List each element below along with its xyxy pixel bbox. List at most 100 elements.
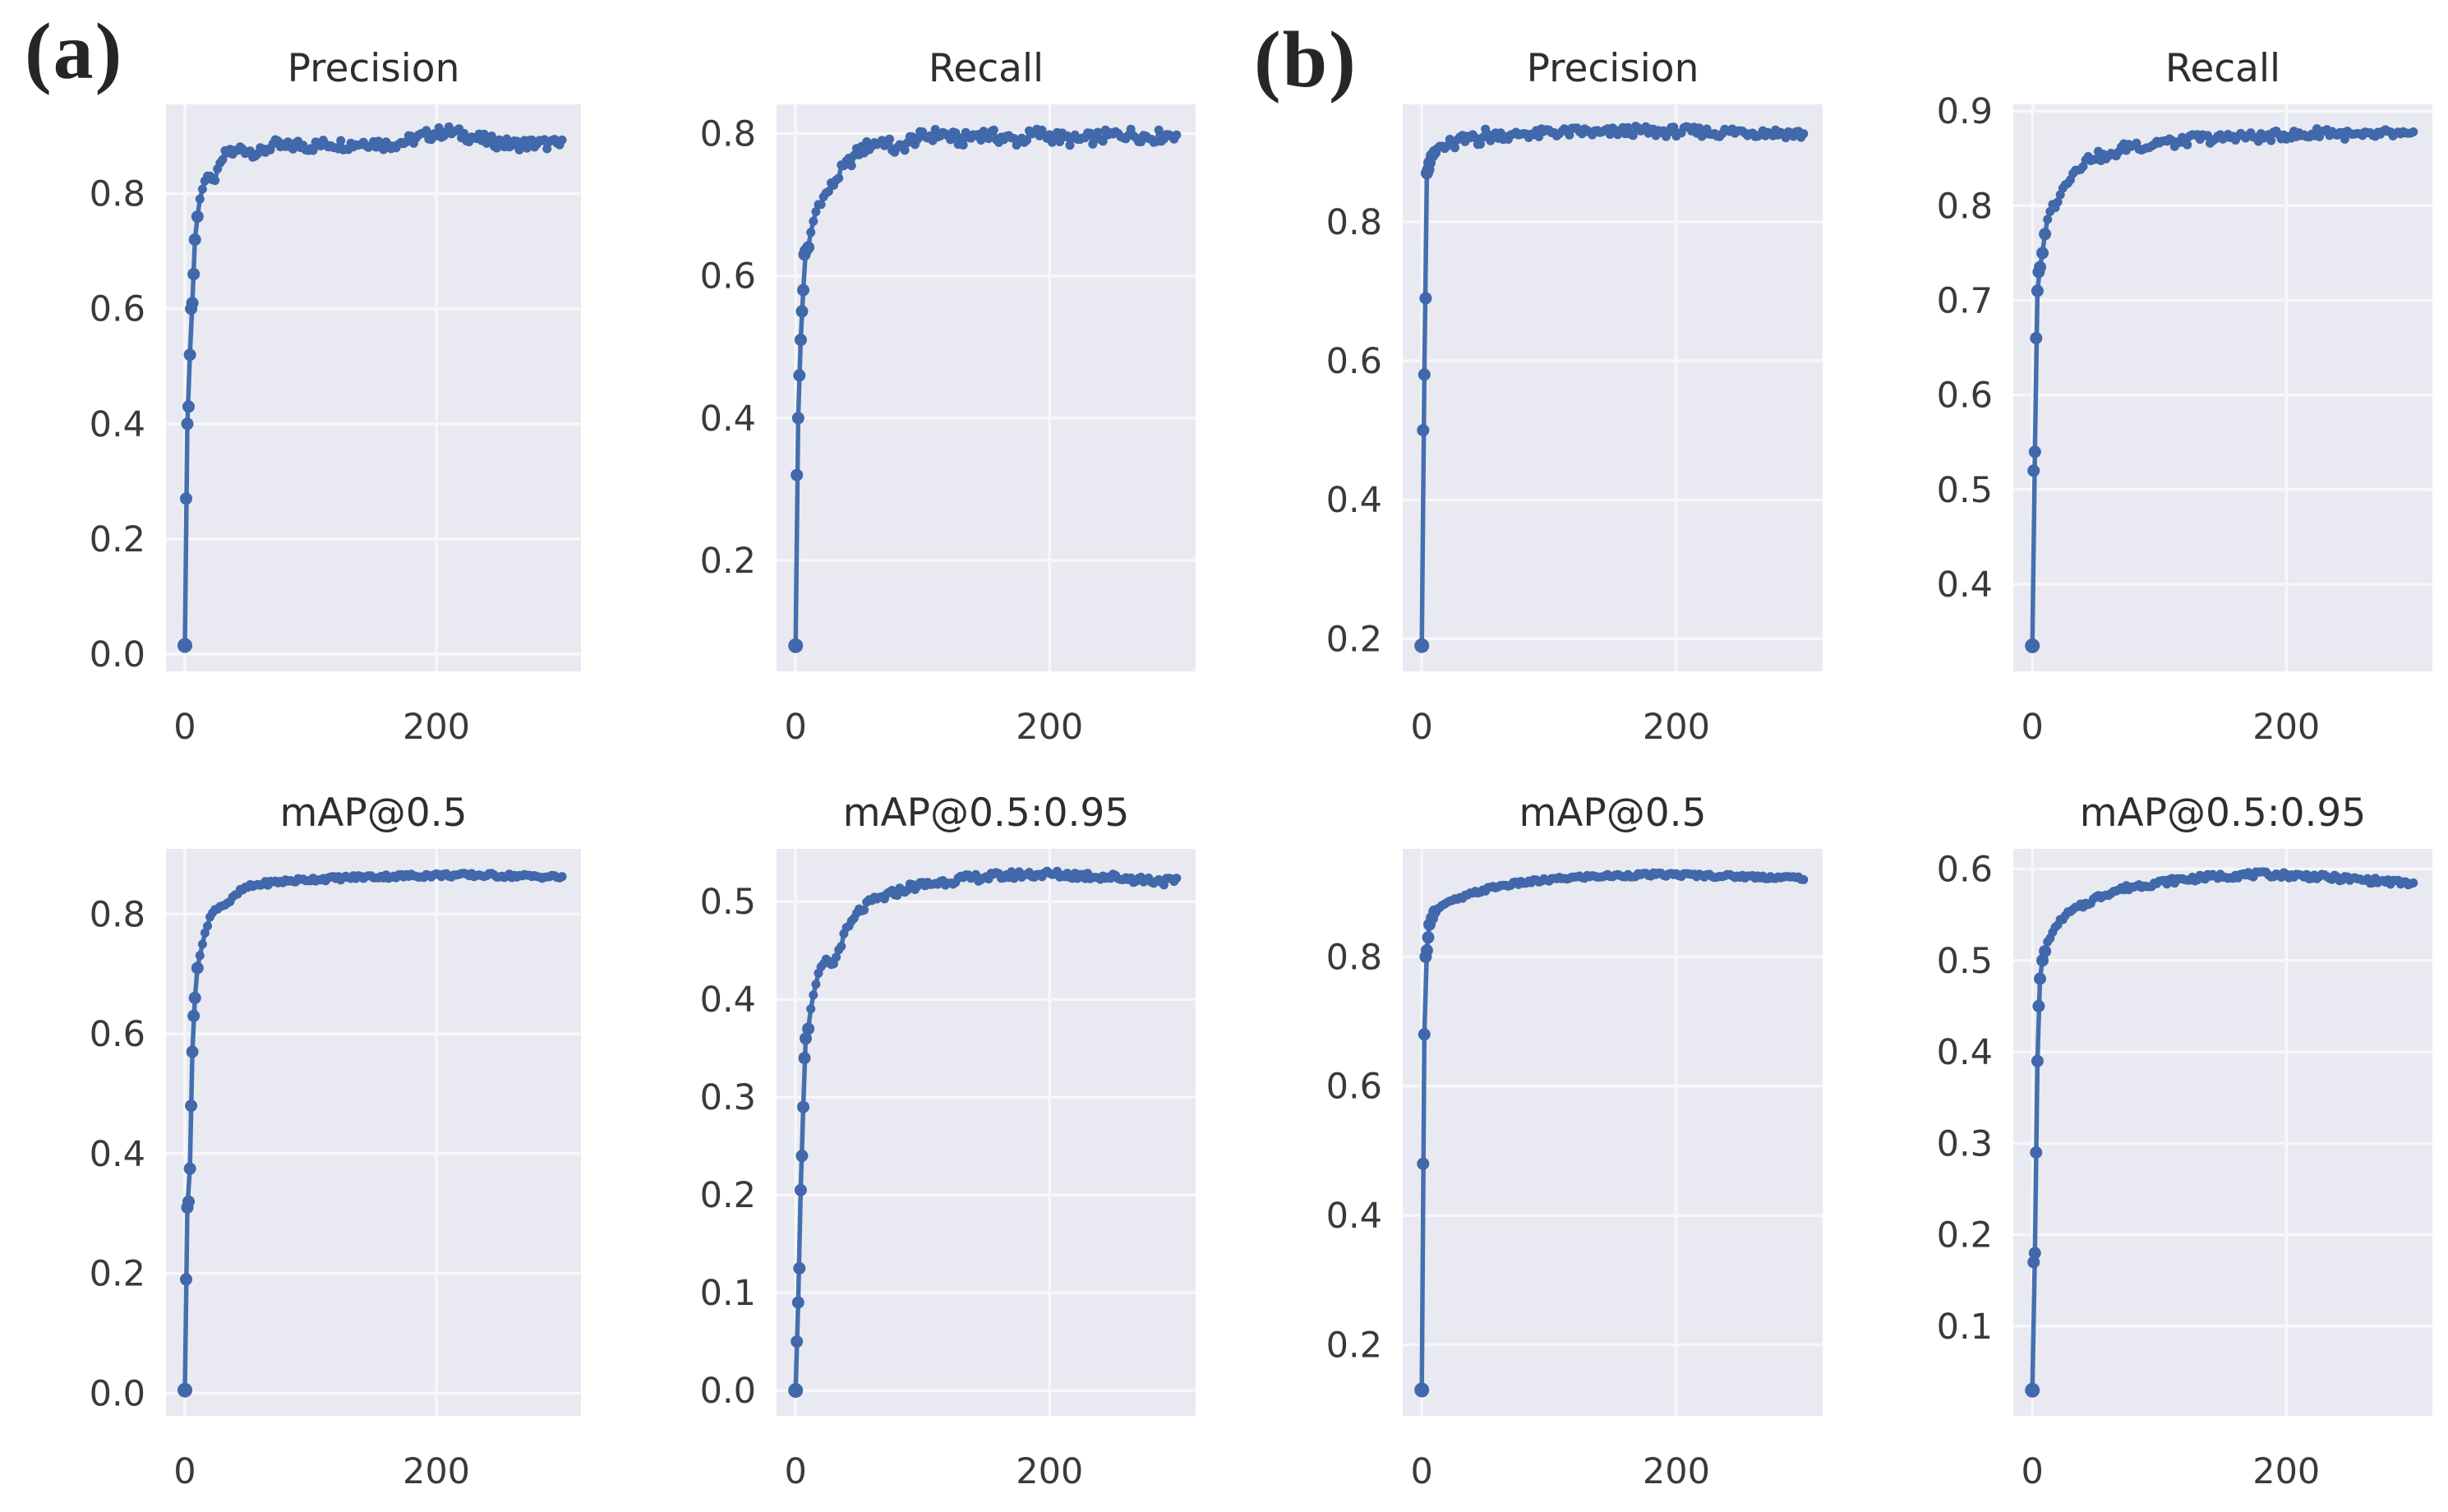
early-epoch-marker [187,268,201,281]
early-epoch-marker [791,1296,804,1309]
early-epoch-marker [2025,638,2040,653]
y-tick-label: 0.2 [1326,1325,1382,1366]
early-epoch-marker [797,1100,809,1113]
early-epoch-marker [188,233,201,247]
early-epoch-marker [802,241,815,254]
y-tick-label: 0.8 [1937,186,1993,227]
early-epoch-marker [187,1009,201,1022]
y-tick-label: 0.8 [700,113,756,154]
early-epoch-marker [1418,368,1431,381]
early-epoch-marker [2027,464,2040,477]
early-epoch-marker [791,412,804,425]
early-epoch-marker [1422,931,1435,944]
y-tick-label: 0.6 [1937,376,1993,417]
y-tick-label: 0.0 [700,1371,756,1412]
y-tick-label: 0.6 [1326,341,1382,382]
early-epoch-marker [795,305,809,318]
panel-label-a: (a) [25,7,124,96]
early-epoch-marker [2039,228,2052,241]
early-epoch-marker [1420,944,1433,957]
x-tick-label: 200 [1643,1451,1710,1492]
plot-area [777,104,1196,671]
y-tick-label: 0.2 [90,1254,145,1295]
y-tick-label: 0.4 [1326,1196,1382,1237]
subplot-b-map-0-5-0-95: mAP@0.5:0.95 0.1 0.2 0.3 0.4 0.5 0.6 0 200 [1937,791,2432,1492]
subplot-title: mAP@0.5 [1519,791,1706,836]
y-tick-label: 0.8 [90,174,145,215]
data-series [177,869,567,1398]
early-epoch-marker [1418,1028,1431,1041]
y-tick-label: 0.2 [700,541,756,582]
y-tick-label: 0.6 [1326,1067,1382,1108]
early-epoch-marker [183,1162,196,1175]
subplot-b-map-0-5: mAP@0.5 0.2 0.4 0.6 0.8 0 200 [1326,791,1823,1492]
subplot-title: mAP@0.5:0.95 [2080,791,2367,836]
x-tick-label: 200 [403,707,470,748]
y-tick-label: 0.2 [1937,1215,1993,1256]
early-epoch-marker [2034,972,2046,985]
x-tick-label: 0 [785,1451,807,1492]
y-tick-label: 0.6 [1937,849,1993,890]
y-tick-label: 0.8 [1326,937,1382,978]
early-epoch-marker [180,492,192,505]
plot-area [1403,849,1823,1416]
early-epoch-marker [1417,424,1430,437]
subplot-a-precision: Precision 0.0 0.2 0.4 0.6 0.8 0 200 [90,46,581,748]
x-tick-label: 0 [1411,1451,1433,1492]
y-tick-label: 0.3 [1937,1123,1993,1164]
subplot-title: mAP@0.5:0.95 [843,791,1130,836]
y-tick-label: 0.4 [90,1134,145,1175]
early-epoch-marker [1428,145,1441,159]
early-epoch-marker [793,369,806,382]
early-epoch-marker [2034,260,2046,274]
gridlines [2013,104,2432,671]
subplot-title: mAP@0.5 [279,791,467,836]
x-tick-label: 200 [403,1451,470,1492]
subplot-title: Recall [929,46,1044,91]
early-epoch-marker [188,991,201,1004]
early-epoch-marker [1419,292,1432,305]
early-epoch-marker [2028,1247,2041,1260]
early-epoch-marker [1414,638,1430,653]
x-tick-label: 200 [1016,1451,1083,1492]
early-epoch-marker [1417,1157,1430,1170]
early-epoch-marker [793,1261,806,1275]
early-epoch-marker [177,1382,192,1398]
subplot-a-map-0-5: mAP@0.5 0.0 0.2 0.4 0.6 0.8 0 200 [90,791,581,1492]
early-epoch-marker [791,1335,804,1348]
x-tick-label: 0 [2022,707,2044,748]
early-epoch-marker [795,1150,809,1163]
y-tick-label: 0.0 [90,1373,145,1414]
y-tick-label: 0.9 [1937,91,1993,132]
early-epoch-marker [185,1099,198,1113]
plot-area [2013,104,2432,671]
x-tick-label: 0 [173,1451,196,1492]
y-tick-label: 0.4 [1937,1032,1993,1073]
early-epoch-marker [794,1183,807,1196]
early-epoch-marker [794,334,807,347]
early-epoch-marker [2032,999,2045,1012]
early-epoch-marker [181,417,194,431]
early-epoch-marker [2031,1054,2044,1067]
x-tick-label: 200 [1016,707,1083,748]
early-epoch-marker [1414,1382,1430,1398]
early-epoch-marker [2036,247,2049,260]
x-tick-label: 200 [1643,707,1710,748]
subplot-title: Precision [288,46,460,91]
early-epoch-marker [798,1052,811,1065]
subplot-a-map-0-5-0-95: mAP@0.5:0.95 0.0 0.1 0.2 0.3 0.4 0.5 0 200 [700,791,1196,1492]
y-tick-label: 0.7 [1937,280,1993,321]
y-tick-label: 0.1 [1937,1307,1993,1348]
early-epoch-marker [2031,284,2044,297]
early-epoch-marker [802,1022,815,1035]
early-epoch-marker [791,468,804,482]
early-epoch-marker [788,1383,804,1399]
y-tick-label: 0.4 [700,399,756,440]
data-series [1414,868,1809,1398]
y-tick-label: 0.8 [90,894,145,935]
data-series [2025,867,2418,1398]
y-tick-label: 0.2 [90,519,145,560]
plot-area [777,849,1196,1416]
early-epoch-marker [180,1273,192,1286]
